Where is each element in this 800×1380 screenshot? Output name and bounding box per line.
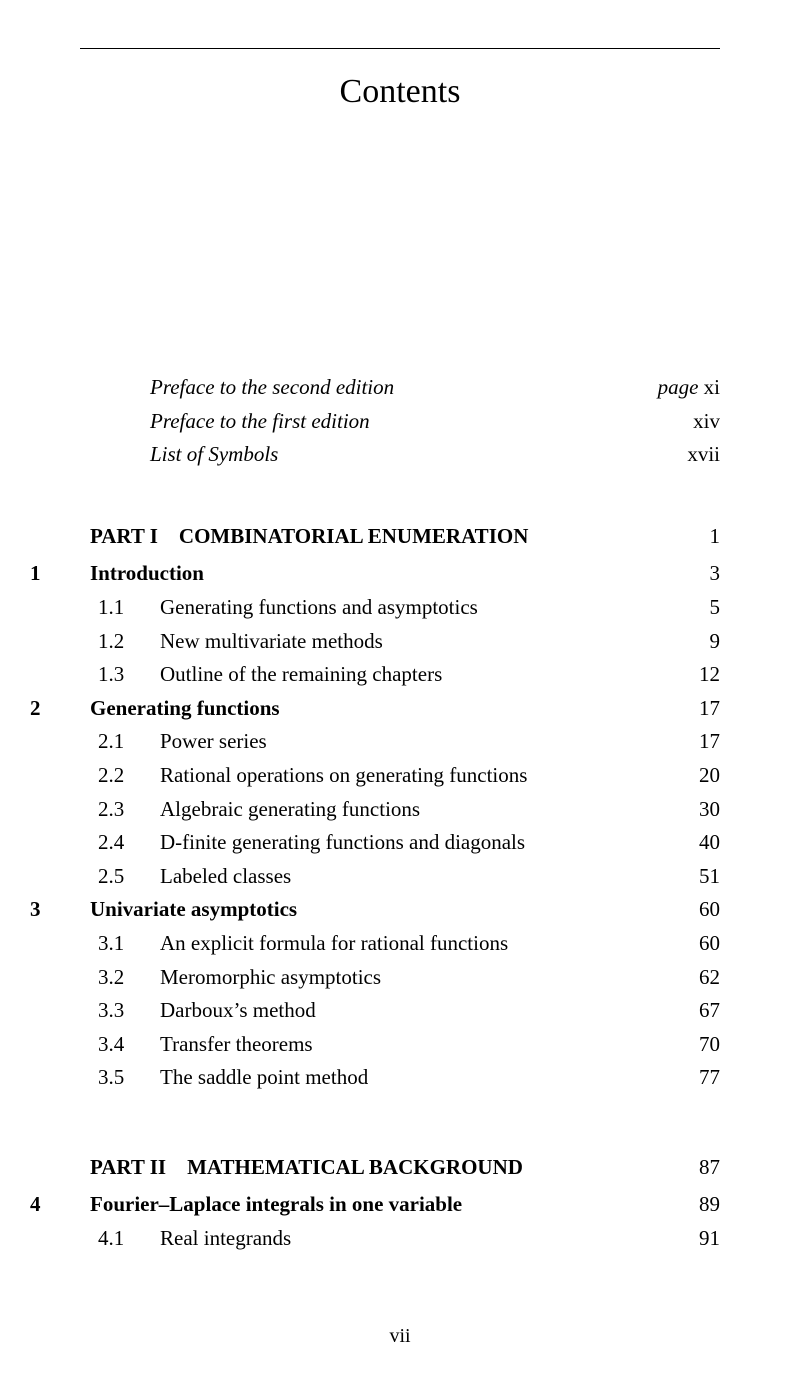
- chapter-page: 60: [640, 893, 720, 927]
- chapter-number: 1: [30, 557, 90, 591]
- chapter-number: 4: [30, 1188, 90, 1222]
- chapter-page: 3: [640, 557, 720, 591]
- chapter-row: 2Generating functions17: [30, 692, 720, 726]
- section-title: Labeled classes: [160, 860, 640, 894]
- section-page: 9: [640, 625, 720, 659]
- page-prefix: page: [658, 375, 704, 399]
- front-matter-row: List of Symbols xvii: [30, 438, 720, 472]
- gap: [30, 1095, 720, 1151]
- gap: [30, 472, 720, 520]
- section-number: 3.2: [90, 961, 160, 995]
- front-matter-page: xiv: [640, 405, 720, 439]
- section-title: The saddle point method: [160, 1061, 640, 1095]
- section-number: 3.3: [90, 994, 160, 1028]
- section-row: 3.2Meromorphic asymptotics62: [30, 961, 720, 995]
- section-number: 1.3: [90, 658, 160, 692]
- section-title: Real integrands: [160, 1222, 640, 1256]
- section-row: 1.1Generating functions and asymptotics5: [30, 591, 720, 625]
- section-row: 3.4Transfer theorems70: [30, 1028, 720, 1062]
- section-title: Meromorphic asymptotics: [160, 961, 640, 995]
- section-row: 1.3Outline of the remaining chapters12: [30, 658, 720, 692]
- section-number: 2.1: [90, 725, 160, 759]
- section-page: 20: [640, 759, 720, 793]
- front-matter-page-num: xvii: [687, 442, 720, 466]
- front-matter-label: Preface to the first edition: [150, 405, 640, 439]
- section-row: 3.3Darboux’s method67: [30, 994, 720, 1028]
- table-of-contents: Preface to the second editionpage xiPref…: [0, 371, 800, 1256]
- section-row: 3.1An explicit formula for rational func…: [30, 927, 720, 961]
- section-page: 62: [640, 961, 720, 995]
- section-page: 77: [640, 1061, 720, 1095]
- section-number: 1.1: [90, 591, 160, 625]
- chapter-number: 3: [30, 893, 90, 927]
- section-row: 2.1Power series17: [30, 725, 720, 759]
- front-matter-row: Preface to the second editionpage xi: [30, 371, 720, 405]
- section-row: 2.5Labeled classes51: [30, 860, 720, 894]
- parts-container: PART I COMBINATORIAL ENUMERATION11Introd…: [30, 472, 720, 1256]
- section-page: 51: [640, 860, 720, 894]
- section-title: D-finite generating functions and diagon…: [160, 826, 640, 860]
- section-title: Rational operations on generating functi…: [160, 759, 640, 793]
- section-number: 2.3: [90, 793, 160, 827]
- contents-title: Contents: [0, 73, 800, 111]
- section-page: 60: [640, 927, 720, 961]
- front-matter-page-num: xi: [704, 375, 720, 399]
- section-number: 2.2: [90, 759, 160, 793]
- chapter-title: Generating functions: [90, 692, 640, 726]
- section-number: 3.5: [90, 1061, 160, 1095]
- section-title: New multivariate methods: [160, 625, 640, 659]
- chapter-row: 4Fourier–Laplace integrals in one variab…: [30, 1188, 720, 1222]
- part-label: PART I COMBINATORIAL ENUMERATION: [90, 520, 640, 554]
- chapter-page: 17: [640, 692, 720, 726]
- part-label: PART II MATHEMATICAL BACKGROUND: [90, 1151, 640, 1185]
- section-page: 67: [640, 994, 720, 1028]
- section-page: 12: [640, 658, 720, 692]
- front-matter-page-num: xiv: [693, 409, 720, 433]
- section-page: 17: [640, 725, 720, 759]
- section-page: 40: [640, 826, 720, 860]
- section-row: 3.5The saddle point method77: [30, 1061, 720, 1095]
- section-number: 2.5: [90, 860, 160, 894]
- top-rule: [80, 48, 720, 49]
- section-number: 1.2: [90, 625, 160, 659]
- front-matter: Preface to the second editionpage xiPref…: [30, 371, 720, 472]
- section-row: 2.3Algebraic generating functions30: [30, 793, 720, 827]
- chapter-row: 1Introduction3: [30, 557, 720, 591]
- section-number: 4.1: [90, 1222, 160, 1256]
- section-number: 3.4: [90, 1028, 160, 1062]
- section-title: Outline of the remaining chapters: [160, 658, 640, 692]
- section-row: 2.4D-finite generating functions and dia…: [30, 826, 720, 860]
- section-page: 5: [640, 591, 720, 625]
- section-title: Algebraic generating functions: [160, 793, 640, 827]
- section-row: 1.2New multivariate methods9: [30, 625, 720, 659]
- section-page: 91: [640, 1222, 720, 1256]
- front-matter-label: Preface to the second edition: [150, 371, 640, 405]
- chapter-page: 89: [640, 1188, 720, 1222]
- part-row: PART II MATHEMATICAL BACKGROUND87: [30, 1151, 720, 1185]
- chapter-title: Univariate asymptotics: [90, 893, 640, 927]
- chapter-title: Introduction: [90, 557, 640, 591]
- section-page: 30: [640, 793, 720, 827]
- chapter-title: Fourier–Laplace integrals in one variabl…: [90, 1188, 640, 1222]
- front-matter-label: List of Symbols: [150, 438, 640, 472]
- front-matter-page: xvii: [640, 438, 720, 472]
- section-number: 3.1: [90, 927, 160, 961]
- page-number: vii: [0, 1325, 800, 1348]
- section-row: 2.2Rational operations on generating fun…: [30, 759, 720, 793]
- chapter-number: 2: [30, 692, 90, 726]
- part-row: PART I COMBINATORIAL ENUMERATION1: [30, 520, 720, 554]
- section-title: Power series: [160, 725, 640, 759]
- section-title: Generating functions and asymptotics: [160, 591, 640, 625]
- front-matter-page: page xi: [640, 371, 720, 405]
- section-title: An explicit formula for rational functio…: [160, 927, 640, 961]
- section-row: 4.1Real integrands91: [30, 1222, 720, 1256]
- chapter-row: 3Univariate asymptotics60: [30, 893, 720, 927]
- section-number: 2.4: [90, 826, 160, 860]
- section-page: 70: [640, 1028, 720, 1062]
- section-title: Darboux’s method: [160, 994, 640, 1028]
- front-matter-row: Preface to the first edition xiv: [30, 405, 720, 439]
- part-page: 87: [640, 1151, 720, 1185]
- part-page: 1: [640, 520, 720, 554]
- section-title: Transfer theorems: [160, 1028, 640, 1062]
